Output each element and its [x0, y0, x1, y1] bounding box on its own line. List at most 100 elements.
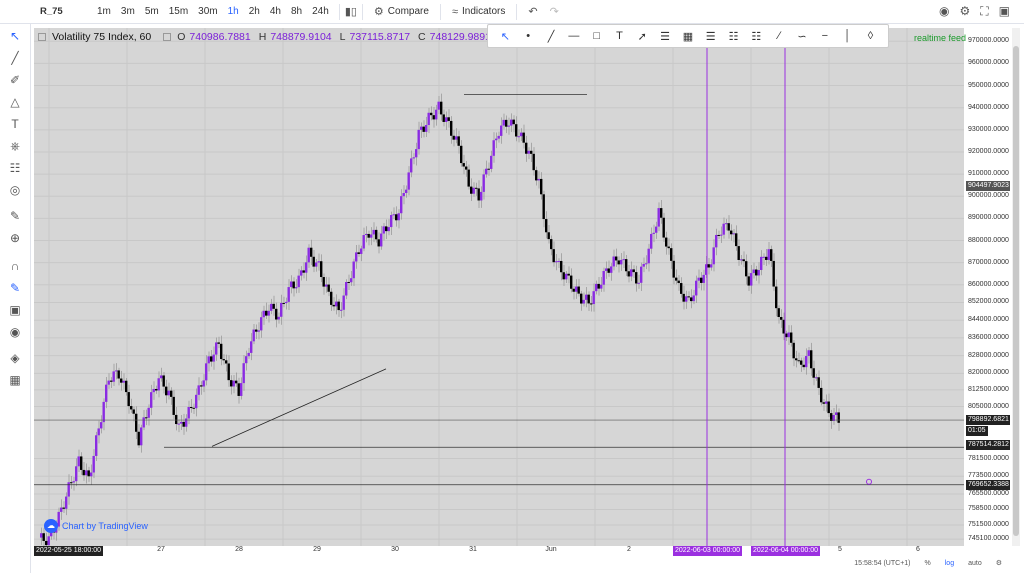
horizontal-line-icon[interactable]: −	[821, 30, 828, 42]
curve-icon[interactable]: ∽	[797, 30, 807, 43]
price-tick-label: 828000.0000	[968, 351, 1009, 359]
candle-body	[462, 163, 465, 167]
candle-body	[497, 135, 500, 139]
magnet-icon[interactable]: ∩	[10, 259, 20, 273]
tradingview-watermark[interactable]: ☁ Chart by TradingView	[44, 519, 148, 533]
timeframe-15m[interactable]: 15m	[168, 6, 189, 17]
timeframe-1m[interactable]: 1m	[97, 6, 111, 17]
cursor-icon[interactable]: ↖	[500, 30, 511, 43]
time-axis[interactable]: 27 28 29 30 31 Jun 2 5 6 2022-05-25 18:00:00 2022-…	[34, 546, 964, 556]
candle-body	[317, 261, 320, 263]
eraser-icon[interactable]: ◊	[867, 30, 874, 42]
candle-body	[287, 287, 290, 302]
vertical-line-icon[interactable]: │	[844, 30, 852, 42]
candle-body	[57, 511, 60, 527]
camera-icon[interactable]: ◉	[939, 4, 950, 18]
gear-icon[interactable]: ⚙	[959, 4, 971, 18]
candle-body	[132, 409, 135, 414]
indicators-button[interactable]: ≈ Indicators	[446, 6, 511, 18]
rectangle-icon[interactable]: □	[593, 30, 600, 42]
candle-body	[542, 194, 545, 220]
text-icon[interactable]: T	[11, 117, 19, 131]
candle-body	[362, 235, 365, 249]
indicators-icon: ≈	[451, 5, 458, 18]
text-icon[interactable]: T	[616, 30, 623, 42]
long-position-icon[interactable]: ☷	[728, 30, 739, 43]
dot-icon[interactable]: •	[526, 30, 531, 42]
timeframe-3m[interactable]: 3m	[120, 6, 135, 17]
scrollbar-thumb[interactable]	[1013, 46, 1019, 536]
timeframe-2h[interactable]: 2h	[248, 6, 260, 17]
candle-body	[672, 260, 675, 278]
brush-icon[interactable]: ✐	[9, 73, 21, 87]
candle-body	[825, 401, 828, 404]
candle-body	[662, 217, 665, 238]
parallel-channel-icon[interactable]: ☰	[705, 30, 716, 43]
candle-body	[807, 350, 810, 357]
timeframe-30m[interactable]: 30m	[198, 6, 218, 17]
price-chart[interactable]	[34, 28, 964, 546]
candle-body	[622, 259, 625, 261]
candle-type-icon[interactable]: ▮▯	[344, 6, 357, 18]
compare-button[interactable]: ⚙ Compare	[368, 5, 435, 18]
arrow-icon[interactable]: ➚	[637, 30, 647, 43]
auto-toggle[interactable]: auto	[968, 559, 982, 567]
percent-toggle[interactable]: %	[924, 559, 931, 567]
candle-body	[712, 247, 715, 265]
prediction-icon[interactable]: ☷	[9, 161, 21, 175]
candle-body	[260, 317, 263, 331]
short-position-icon[interactable]: ☷	[751, 30, 762, 43]
log-toggle[interactable]: log	[944, 559, 955, 567]
candle-body	[155, 388, 158, 391]
candle-body	[790, 332, 793, 343]
redo-icon[interactable]: ↷	[549, 6, 559, 18]
timeframe-8h[interactable]: 8h	[291, 6, 303, 17]
measure-icon[interactable]: ∕	[778, 30, 781, 42]
trend-line-icon[interactable]: ╱	[11, 51, 19, 65]
pattern-icon[interactable]: △	[10, 95, 20, 109]
save-icon[interactable]: ▣	[998, 4, 1010, 18]
lock-icon[interactable]: ▣	[9, 303, 21, 317]
candle-body	[185, 418, 188, 427]
candle-body	[267, 310, 270, 316]
trash-icon[interactable]: ▦	[9, 373, 21, 387]
bottom-bar: 15:58:54 (UTC+1) % log auto ⚙	[34, 556, 1024, 570]
candle-body	[495, 138, 498, 141]
timeframe-4h[interactable]: 4h	[269, 6, 281, 17]
timeframe-24h[interactable]: 24h	[312, 6, 329, 17]
candle-body	[572, 288, 575, 292]
fib-retracement-icon[interactable]: ☰	[660, 30, 671, 43]
undo-icon[interactable]: ↶	[528, 6, 538, 18]
zoom-in-icon[interactable]: ⊕	[9, 231, 21, 245]
legend-settings-icon[interactable]	[163, 33, 172, 41]
collapse-legend-icon[interactable]	[38, 33, 46, 41]
trend-line-icon[interactable]: ╱	[547, 30, 555, 43]
symbol-name[interactable]: R_75	[40, 6, 63, 17]
horizontal-ray-icon[interactable]: —	[568, 30, 580, 42]
vertical-scrollbar[interactable]	[1012, 28, 1020, 546]
candle-body	[170, 390, 173, 397]
timeframe-1h[interactable]: 1h	[227, 6, 239, 17]
candle-body	[592, 291, 595, 305]
timeframe-5m[interactable]: 5m	[144, 6, 159, 17]
idea-icon[interactable]: ◎	[9, 183, 21, 197]
chart-pane[interactable]	[34, 28, 964, 546]
candle-body	[217, 342, 220, 344]
candle-body	[432, 115, 435, 120]
eye-icon[interactable]: ◉	[9, 325, 21, 339]
candle-body	[567, 273, 570, 276]
xabcd-pattern-icon[interactable]: ⎈	[10, 139, 20, 153]
indicators-label: Indicators	[461, 6, 506, 17]
vertical-line-time-label: 2022-06-03 00:00:00	[673, 546, 742, 556]
gann-box-icon[interactable]: ▦	[682, 30, 694, 43]
fullscreen-icon[interactable]: ⛶	[980, 4, 989, 18]
candle-body	[235, 380, 238, 384]
layers-icon[interactable]: ◈	[10, 351, 20, 365]
candle-body	[387, 227, 390, 232]
price-tick-label: 950000.0000	[968, 81, 1009, 89]
stay-drawing-icon[interactable]: ✎	[9, 281, 21, 295]
ruler-icon[interactable]: ✎	[9, 209, 21, 223]
price-axis[interactable]: 970000.0000 960000.0000 950000.0000 940000.…	[964, 28, 1010, 546]
gear-icon[interactable]: ⚙	[995, 560, 1002, 567]
cursor-icon[interactable]: ↖	[9, 29, 21, 43]
